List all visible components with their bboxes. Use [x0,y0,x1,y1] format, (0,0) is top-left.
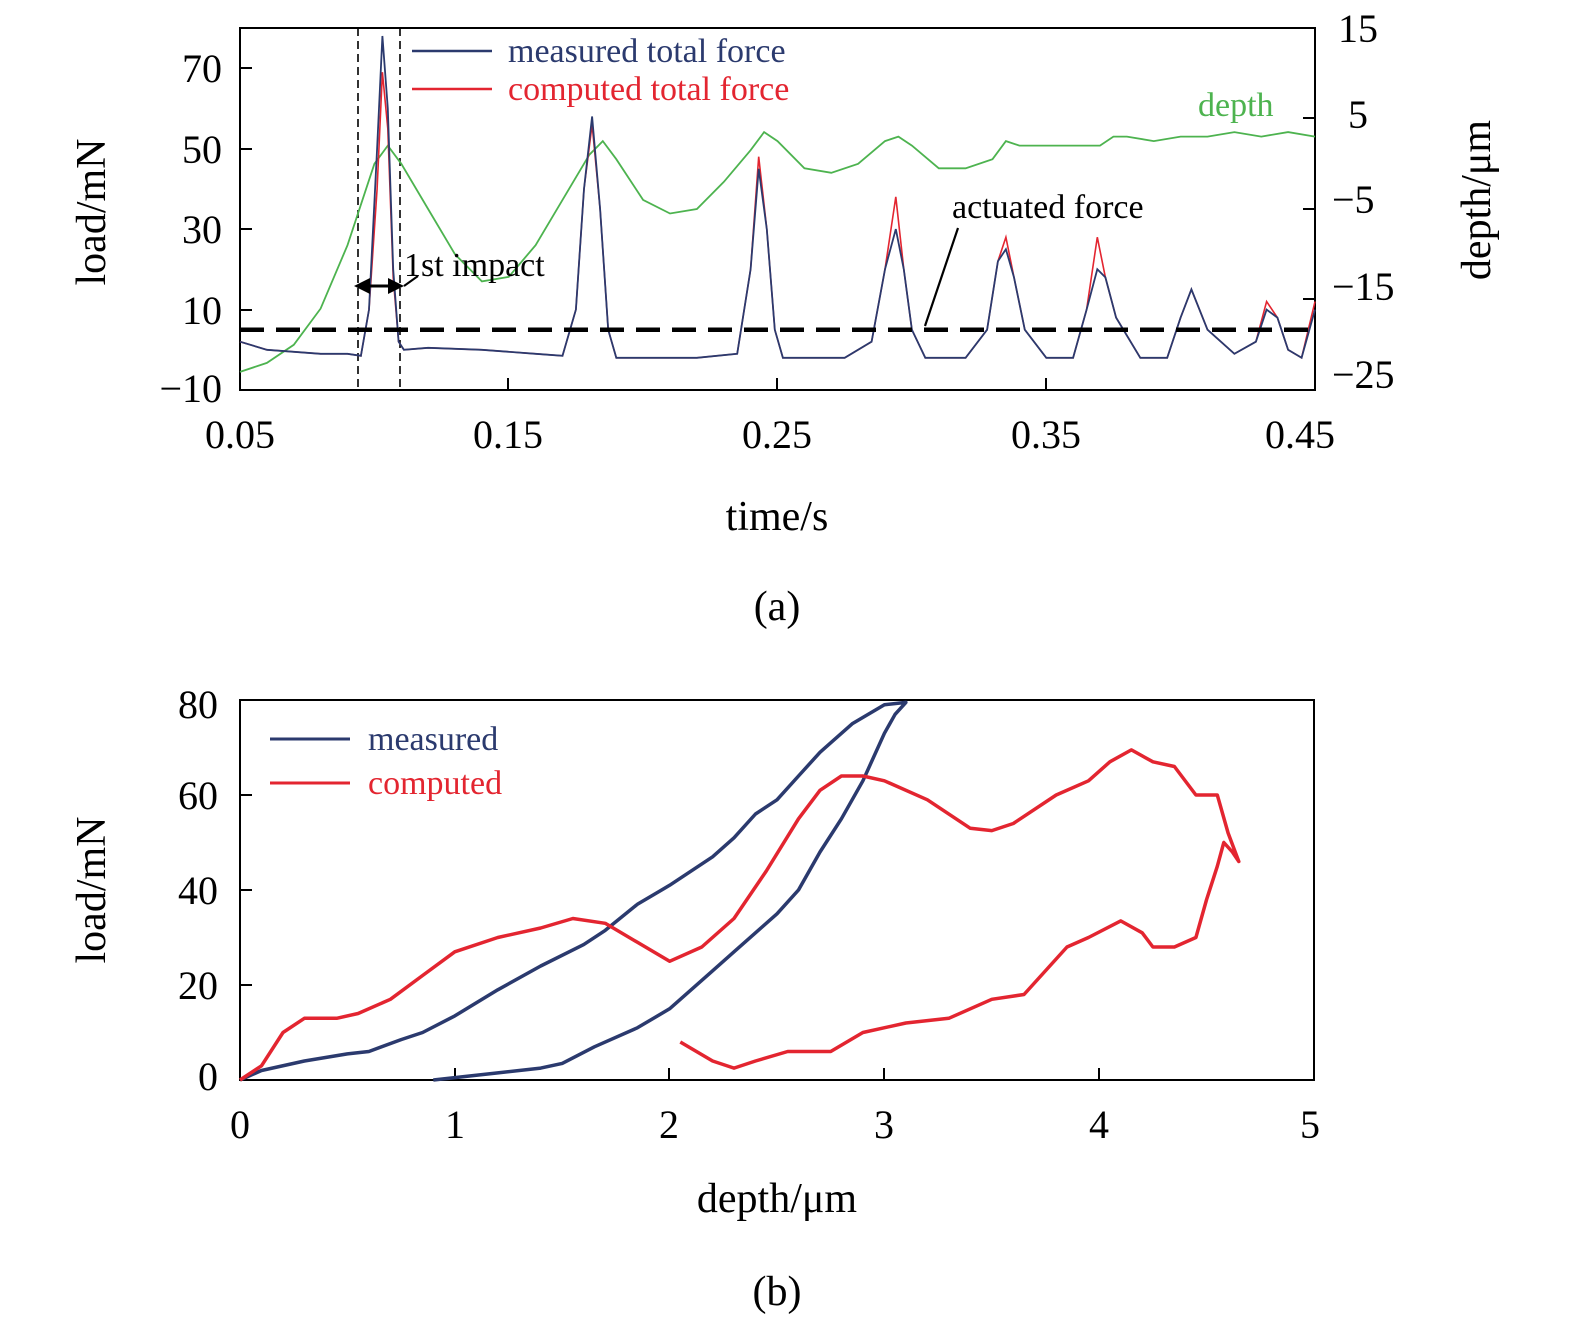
chart-b-y-tick-labels: 0 20 40 60 80 [178,682,218,1099]
chart-b-ytick-label: 40 [178,868,218,913]
chart-b-series-computed [239,748,1241,1082]
chart-a-ytick-label: 70 [182,46,222,91]
chart-a-series-group [239,28,1316,390]
chart-a-x-tick-labels: 0.05 0.15 0.25 0.35 0.45 [205,412,1335,457]
chart-a-ytick-right-label: −5 [1332,177,1375,222]
chart-b-ytick-label: 80 [178,682,218,727]
chart-a-y-axis-label: load/mN [69,139,115,286]
chart-b-series-measured [239,700,908,1082]
chart-b-ytick-label: 0 [198,1054,218,1099]
legend-label-measured: measured [368,721,498,758]
chart-b-x-tick-labels: 0 1 2 3 4 5 [230,1102,1320,1147]
chart-b-legend: measured computed [270,721,502,802]
chart-b-y-axis-label: load/mN [69,817,115,964]
annotation-depth: depth [1198,87,1274,124]
chart-b-plot-area [239,699,1315,1081]
chart-b-xtick-label: 2 [659,1102,679,1147]
chart-b-ytick-label: 60 [178,773,218,818]
legend-label-computed: computed [368,765,502,802]
chart-a-series-depth [239,130,1316,373]
chart-a-xtick-label: 0.45 [1265,412,1335,457]
chart-a-ticks [240,67,1315,390]
chart-b-xtick-label: 3 [874,1102,894,1147]
chart-b-xtick-label: 5 [1300,1102,1320,1147]
chart-b-xtick-label: 4 [1089,1102,1109,1147]
chart-a-ytick-right-label: 5 [1348,92,1368,137]
chart-a-ytick-right-label: −25 [1332,352,1395,397]
chart-b-x-axis-label: depth/μm [697,1176,857,1222]
chart-b-caption: (b) [753,1269,802,1315]
chart-a-ytick-label: 10 [182,288,222,333]
chart-a-y2-tick-labels: −25 −15 −5 5 15 [1332,6,1395,397]
chart-b-xtick-label: 0 [230,1102,250,1147]
actuated-force-leader-line [923,227,960,327]
chart-a-xtick-label: 0.25 [742,412,812,457]
chart-a: 0.05 0.15 0.25 0.35 0.45 −10 10 30 50 70… [69,6,1500,630]
chart-b: 0 1 2 3 4 5 0 20 40 60 80 load/mN depth/… [69,682,1320,1315]
chart-a-x-axis-label: time/s [726,494,829,540]
legend-label-measured-total-force: measured total force [508,33,786,70]
chart-a-series-measured-total-force [239,35,1316,360]
chart-a-xtick-label: 0.35 [1011,412,1081,457]
chart-a-xtick-label: 0.15 [473,412,543,457]
chart-a-y-tick-labels: −10 10 30 50 70 [159,46,222,411]
chart-a-caption: (a) [754,584,801,630]
chart-a-legend: measured total force computed total forc… [412,33,789,108]
chart-a-y-axis-right-label: depth/μm [1454,120,1500,280]
legend-label-computed-total-force: computed total force [508,71,789,108]
chart-b-xtick-label: 1 [445,1102,465,1147]
chart-b-ytick-label: 20 [178,963,218,1008]
chart-a-ytick-label: 50 [182,127,222,172]
chart-a-xtick-label: 0.05 [205,412,275,457]
annotation-actuated-force: actuated force [952,189,1144,226]
chart-a-ytick-label: −10 [159,366,222,411]
chart-b-series-group [239,700,1241,1082]
impact-width-arrow [354,275,419,294]
chart-b-ticks [240,794,1100,1080]
chart-a-ytick-right-label: 15 [1338,6,1378,51]
chart-a-ytick-right-label: −15 [1332,264,1395,309]
chart-a-ytick-label: 30 [182,207,222,252]
annotation-first-impact: 1st impact [404,247,545,284]
